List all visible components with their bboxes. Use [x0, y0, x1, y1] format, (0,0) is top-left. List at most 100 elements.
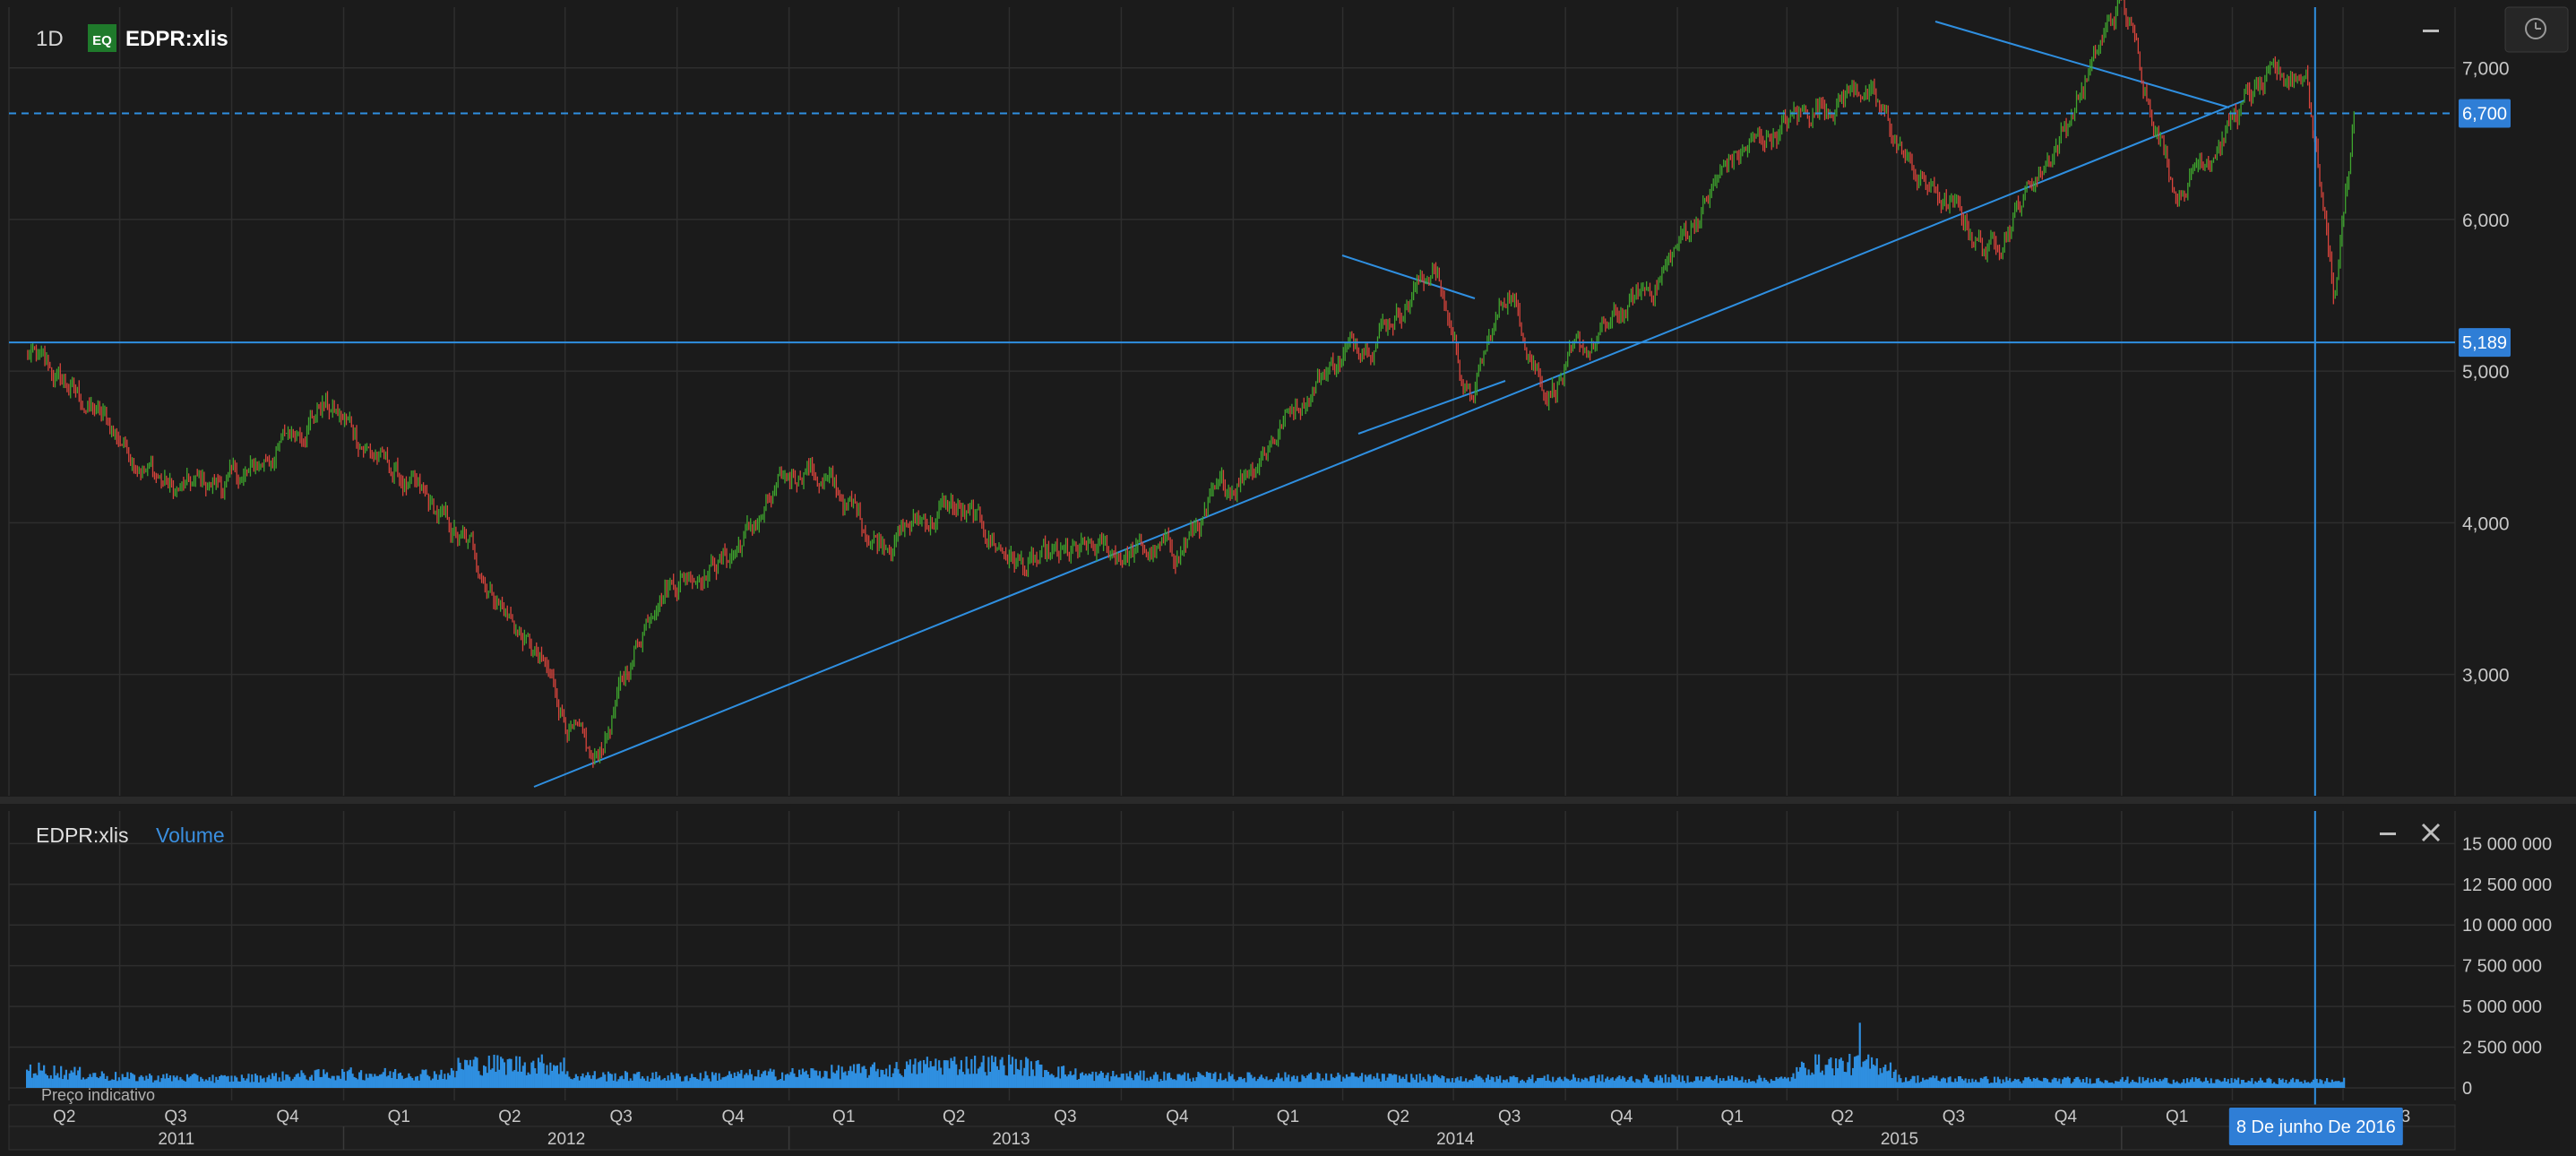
volume-bar [1596, 1078, 1598, 1088]
volume-bar [774, 1076, 777, 1088]
volume-bar [521, 1065, 524, 1088]
volume-bar [1105, 1074, 1107, 1088]
volume-bar [346, 1071, 349, 1088]
volume-bar [1125, 1073, 1128, 1088]
volume-bar [349, 1067, 352, 1088]
volume-bar [1630, 1075, 1633, 1088]
price-panel[interactable]: 6,700 5,189 7,000 6,000 5,000 4,000 3,000 [8, 0, 2511, 796]
volume-bar [2000, 1083, 2003, 1088]
volume-close-button[interactable] [2421, 823, 2441, 842]
volume-bar [2215, 1079, 2218, 1088]
volume-bar [380, 1074, 383, 1088]
volume-bar [876, 1068, 879, 1088]
volume-bar [1061, 1065, 1064, 1088]
volume-bar [133, 1074, 136, 1088]
volume-bar [230, 1075, 233, 1088]
volume-bar [111, 1079, 114, 1088]
volume-bar [874, 1071, 877, 1088]
volume-bar [1609, 1078, 1613, 1088]
volume-bar [842, 1072, 845, 1088]
volume-bar [1272, 1082, 1275, 1088]
volume-bar [125, 1076, 127, 1088]
volume-bar [459, 1062, 461, 1088]
volume-bar [43, 1065, 46, 1088]
volume-bar [997, 1069, 1000, 1088]
volume-bar [1335, 1076, 1338, 1088]
volume-bar [818, 1071, 822, 1088]
volume-bar [2332, 1082, 2335, 1088]
volume-bar [895, 1062, 898, 1088]
volume-panel[interactable]: 15 000 000 12 500 000 10 000 000 7 500 000 5… [8, 811, 2552, 1106]
time-axis[interactable]: Q2 Q3 Q4 Q1 Q2 Q3 Q4 Q1 Q2 Q3 Q4 Q1 Q2 Q3 Q4 Q1 Q2 Q3 Q4 Q1… [8, 1104, 2456, 1151]
volume-bar [2107, 1083, 2110, 1088]
volume-indicator-label[interactable]: Volume [156, 824, 225, 847]
equity-badge: EQ [92, 33, 112, 48]
volume-bar [1009, 1064, 1012, 1088]
volume-bar [1656, 1074, 1658, 1088]
volume-minimize-button[interactable] [2380, 832, 2396, 835]
volume-bar [1739, 1080, 1742, 1088]
volume-bar [1805, 1074, 1808, 1088]
volume-bar [2017, 1079, 2020, 1088]
volume-bar [281, 1071, 284, 1088]
volume-bar [1555, 1080, 1558, 1088]
volume-bar [1710, 1079, 1713, 1088]
volume-bar [65, 1069, 67, 1088]
volume-bar [1069, 1071, 1072, 1088]
volume-bar [1011, 1057, 1014, 1088]
volume-bar [685, 1075, 688, 1088]
volume-bar [2111, 1082, 2114, 1088]
volume-bar [1485, 1077, 1488, 1088]
volume-bar [1074, 1068, 1077, 1088]
volume-bar [1639, 1080, 1641, 1088]
volume-bar [1741, 1076, 1744, 1088]
volume-bar [2174, 1083, 2176, 1088]
volume-bar [2038, 1080, 2040, 1088]
volume-bar [695, 1078, 699, 1088]
volume-bar [1624, 1081, 1628, 1088]
volume-bar [1852, 1067, 1855, 1088]
volume-bar [109, 1080, 112, 1088]
volume-bar [931, 1066, 934, 1088]
volume-bar [153, 1080, 156, 1088]
volume-bar [453, 1077, 456, 1088]
close-icon [2421, 823, 2441, 842]
clock-button[interactable] [2504, 6, 2569, 53]
volume-bar [26, 1069, 29, 1088]
volume-bar [168, 1075, 172, 1088]
price-minimize-button[interactable] [2423, 30, 2439, 32]
volume-bar [1381, 1074, 1384, 1088]
volume-bar [529, 1074, 531, 1088]
volume-bar [1458, 1080, 1460, 1088]
volume-bar [1360, 1073, 1364, 1088]
volume-bar [1452, 1083, 1455, 1088]
volume-bar [2210, 1078, 2212, 1088]
volume-bar [160, 1078, 163, 1088]
symbol-label[interactable]: EDPR:xlis [125, 27, 228, 51]
volume-bar [283, 1080, 286, 1088]
volume-bar [2100, 1082, 2104, 1088]
timeframe-label[interactable]: 1D [36, 27, 64, 51]
volume-bar [956, 1074, 960, 1088]
volume-bar [916, 1074, 918, 1088]
volume-bar [1071, 1075, 1073, 1088]
volume-bar [1463, 1081, 1466, 1088]
volume-bar [119, 1080, 122, 1088]
volume-bar [406, 1077, 409, 1088]
volume-bar [106, 1075, 108, 1088]
volume-bar [731, 1077, 735, 1088]
volume-bar [2075, 1076, 2078, 1088]
volume-bar [1977, 1082, 1981, 1088]
volume-bar [546, 1065, 548, 1088]
volume-bar [351, 1074, 354, 1088]
volume-bar [1821, 1070, 1823, 1088]
volume-bar [1294, 1079, 1297, 1088]
volume-bar [2047, 1082, 2051, 1088]
volume-bar [1115, 1074, 1118, 1088]
volume-bar [1729, 1079, 1732, 1088]
panel-divider[interactable] [0, 797, 2576, 804]
volume-bar [130, 1072, 133, 1088]
volume-bar [797, 1076, 799, 1088]
volume-bar [1154, 1072, 1157, 1088]
volume-symbol-label: EDPR:xlis [36, 824, 129, 847]
